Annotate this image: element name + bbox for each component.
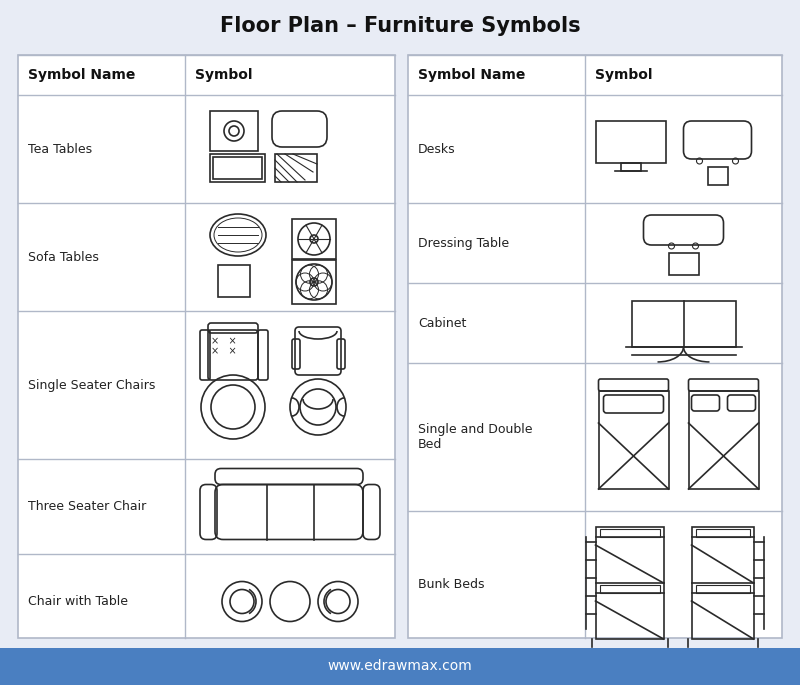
Text: Symbol Name: Symbol Name [418,68,526,82]
Bar [292,219,336,259]
Bar [631,301,735,347]
Bar [621,163,641,171]
Text: Cabinet: Cabinet [418,316,466,329]
Text: ×   ×: × × [211,336,237,346]
Bar [595,527,663,639]
Text: Three Seater Chair: Three Seater Chair [28,500,146,513]
Text: Symbol: Symbol [195,68,253,82]
Text: ×   ×: × × [211,346,237,356]
Text: Floor Plan – Furniture Symbols: Floor Plan – Furniture Symbols [220,16,580,36]
Bar [210,111,258,151]
Bar [689,391,758,489]
Text: Symbol Name: Symbol Name [28,68,135,82]
Text: Dressing Table: Dressing Table [418,236,509,249]
Text: Desks: Desks [418,142,456,155]
Bar [275,154,317,182]
Text: Sofa Tables: Sofa Tables [28,251,99,264]
Bar [408,55,782,638]
Bar [218,265,250,297]
Text: Single and Double
Bed: Single and Double Bed [418,423,533,451]
Bar [292,260,336,304]
Text: Chair with Table: Chair with Table [28,595,128,608]
Bar [599,529,659,537]
Text: Single Seater Chairs: Single Seater Chairs [28,379,155,392]
Bar [598,391,669,489]
Text: Tea Tables: Tea Tables [28,142,92,155]
Bar [691,527,754,639]
Bar [595,121,666,163]
Bar [213,157,262,179]
Bar [669,253,698,275]
Text: Bunk Beds: Bunk Beds [418,579,485,592]
Bar [0,648,800,685]
Bar [695,585,750,593]
Bar [599,585,659,593]
Bar [707,167,727,185]
Bar [695,529,750,537]
Bar [210,154,265,182]
Text: www.edrawmax.com: www.edrawmax.com [328,659,472,673]
Text: Symbol: Symbol [595,68,653,82]
Bar [18,55,395,638]
